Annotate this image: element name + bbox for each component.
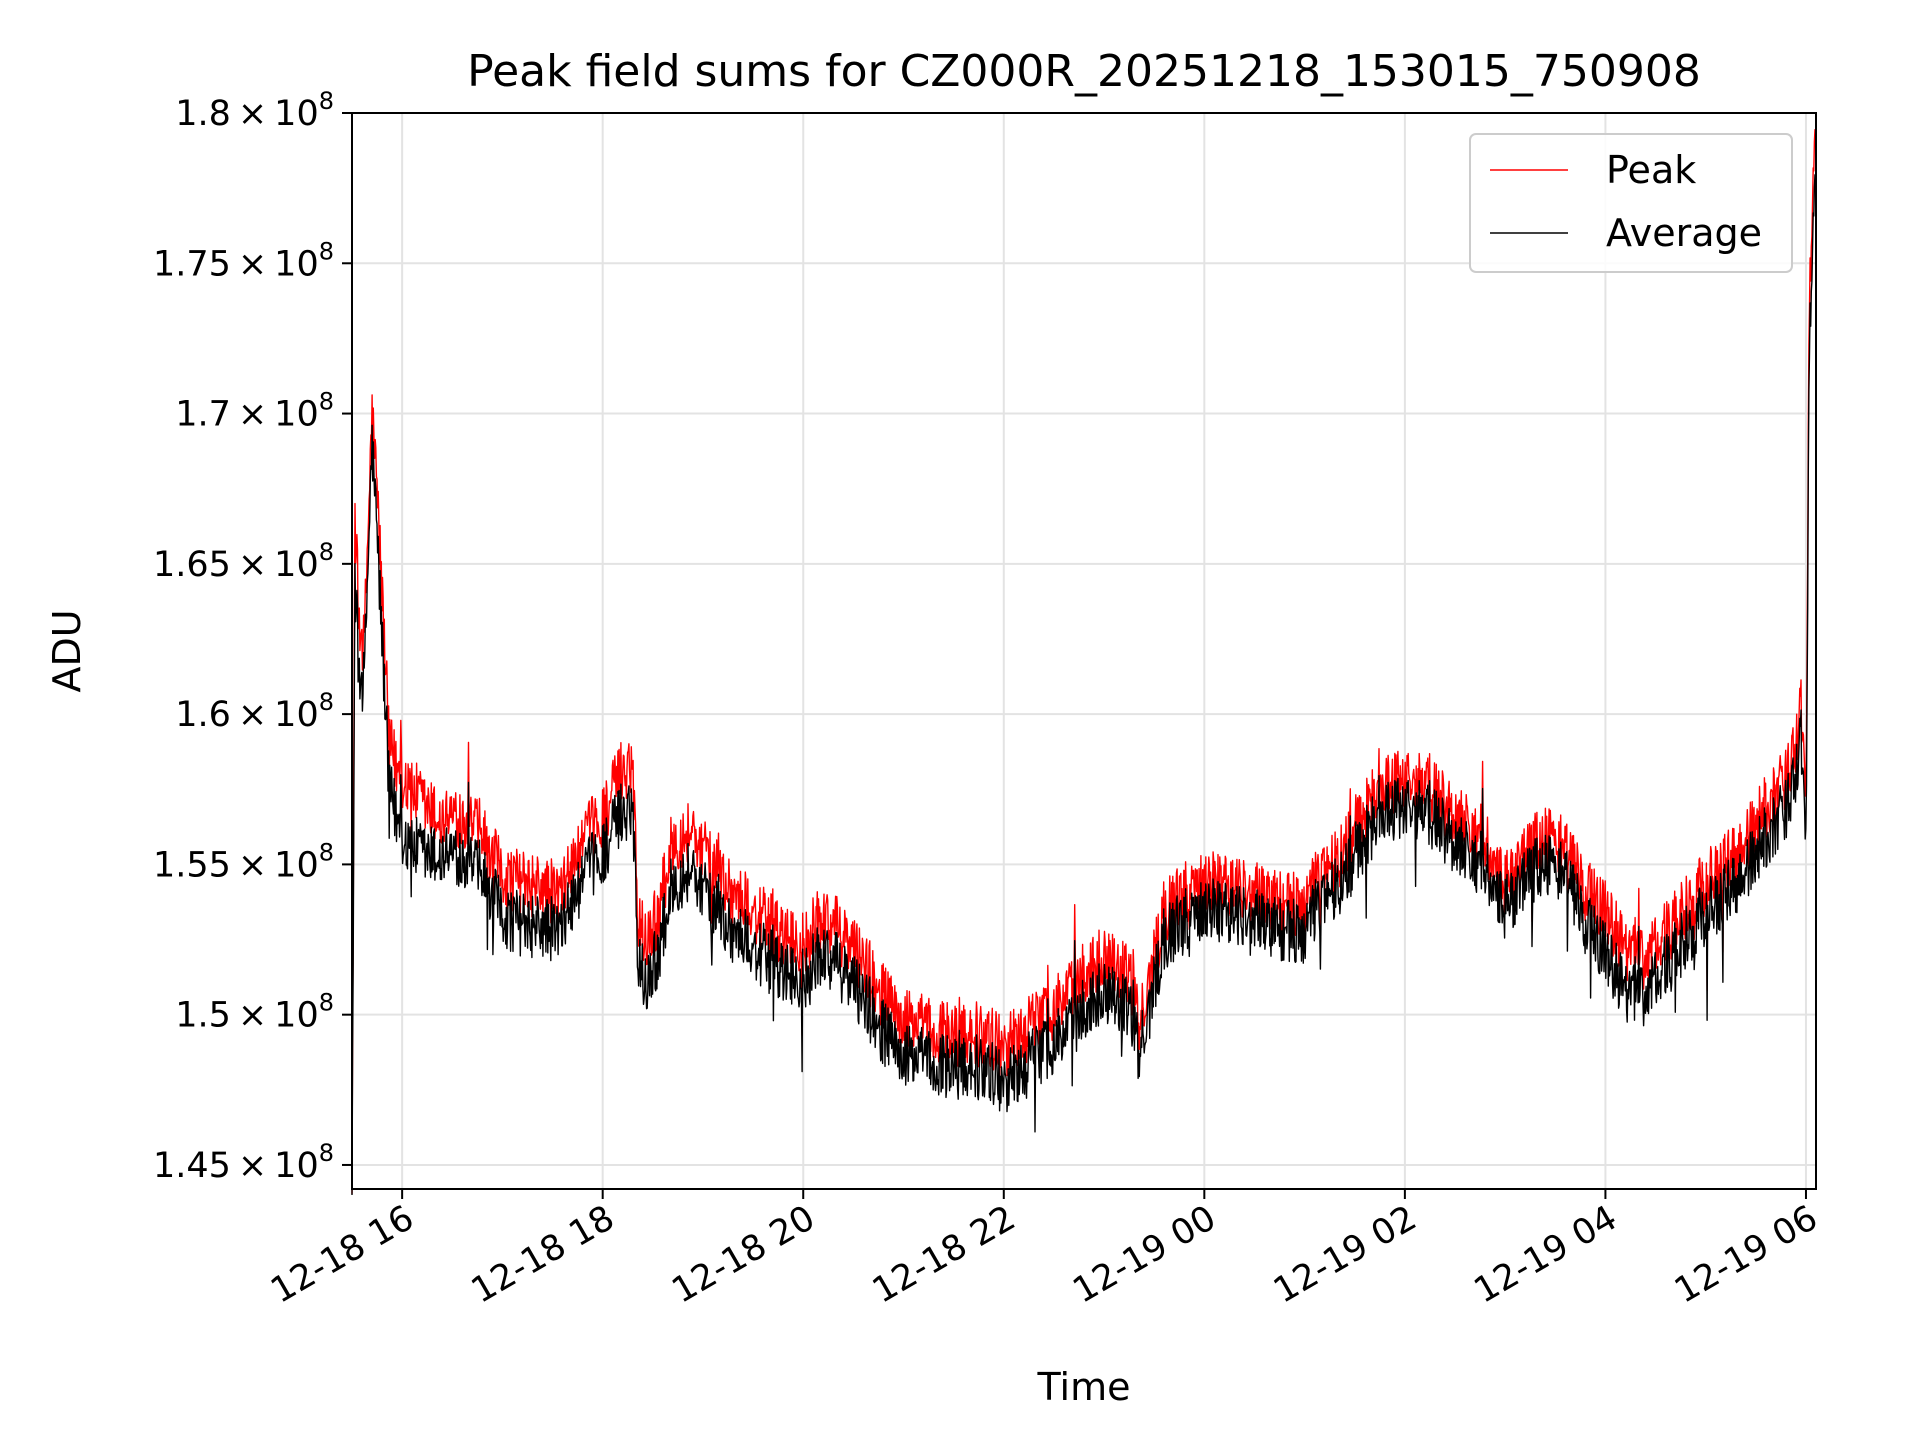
legend-label-peak: Peak — [1606, 148, 1696, 192]
legend-label-average: Average — [1606, 211, 1762, 255]
y-tick-label: 1.75 × 108 — [153, 237, 334, 284]
y-tick-label: 1.45 × 108 — [153, 1139, 334, 1186]
chart-title: Peak field sums for CZ000R_20251218_1530… — [467, 46, 1701, 97]
y-axis-ticks: 1.45 × 108 1.5 × 108 1.55 × 108 1.6 × 108 1.… — [153, 87, 352, 1186]
series-lines — [351, 129, 1816, 1196]
y-tick-label: 1.7 × 108 — [175, 388, 334, 435]
legend-box — [1469, 133, 1793, 273]
x-axis-label: Time — [1037, 1365, 1131, 1409]
y-tick-label: 1.8 × 108 — [175, 87, 334, 134]
y-tick-label: 1.55 × 108 — [153, 838, 334, 885]
y-axis-label: ADU — [45, 609, 89, 692]
y-tick-label: 1.5 × 108 — [175, 989, 334, 1036]
plot-frame — [351, 112, 1817, 1190]
series-line-average — [351, 174, 1816, 1196]
legend: Peak Average — [1469, 133, 1793, 273]
y-tick-label: 1.6 × 108 — [175, 688, 334, 735]
y-tick-label: 1.65 × 108 — [153, 538, 334, 585]
